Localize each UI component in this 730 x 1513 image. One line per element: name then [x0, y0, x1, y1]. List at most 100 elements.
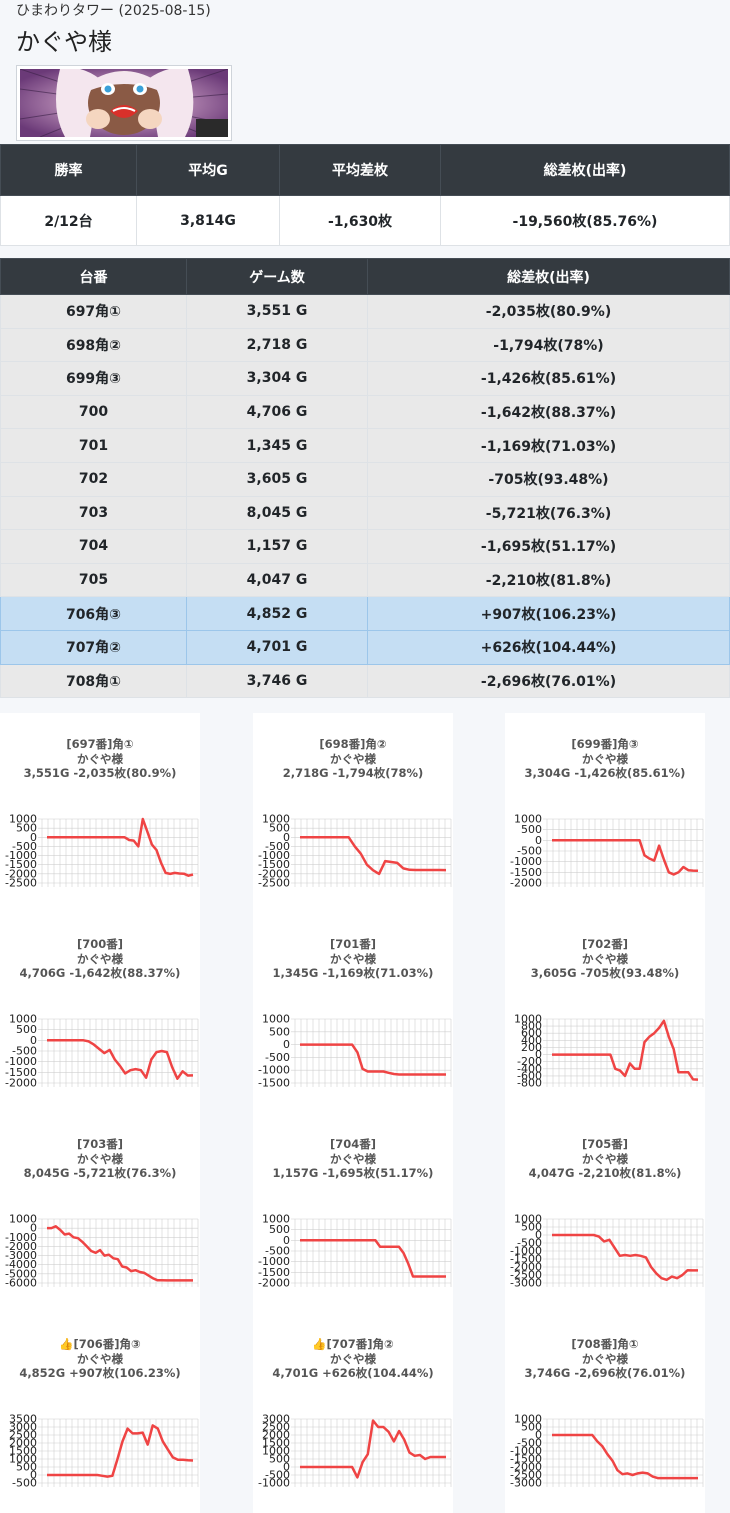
y-tick-label: -3000	[510, 1477, 542, 1490]
y-tick-label: 0	[30, 1222, 37, 1235]
y-tick-label: 800	[521, 1020, 542, 1033]
y-tick-label: 1000	[9, 1453, 37, 1466]
y-tick-label: 0	[283, 1038, 290, 1051]
table-row[interactable]: 704 1,157 G -1,695枚(51.17%)	[0, 529, 730, 564]
y-tick-label: -200	[517, 1055, 542, 1068]
table-row[interactable]: 705 4,047 G -2,210枚(81.8%)	[0, 562, 730, 598]
y-tick-label: -2500	[510, 1269, 542, 1282]
y-tick-label: -1500	[258, 858, 290, 871]
chart-title-line: 4,047G -2,210枚(81.8%)	[528, 1166, 682, 1180]
y-tick-label: 2000	[262, 1429, 290, 1442]
y-tick-label: 1000	[262, 1445, 290, 1458]
chart-title-line: [703番]	[76, 1137, 124, 1151]
machine-number: 697角①	[0, 294, 187, 329]
y-tick-label: -500	[517, 1237, 542, 1250]
y-tick-label: 3000	[9, 1421, 37, 1434]
y-tick-label: 1000	[9, 1213, 37, 1226]
y-tick-label: -1500	[510, 1253, 542, 1266]
y-tick-label: 500	[16, 1461, 37, 1474]
chart-title-line: かぐや様	[77, 951, 123, 966]
chart-title-line: [705番]	[581, 1137, 629, 1151]
y-tick-label: -2500	[258, 877, 290, 890]
machine-chart-card[interactable]: [708番]角① かぐや様 3,746G -2,696枚(76.01%) 1000 50…	[505, 1313, 705, 1513]
table-row[interactable]: 697角① 3,551 G -2,035枚(80.9%)	[0, 294, 730, 329]
y-tick-label: -5000	[5, 1267, 37, 1280]
table-row[interactable]: 702 3,605 G -705枚(93.48%)	[0, 461, 730, 497]
y-tick-label: -3000	[510, 1277, 542, 1290]
y-tick-label: 1500	[262, 1437, 290, 1450]
machine-diff: -1,169枚(71.03%)	[367, 428, 730, 463]
diff-series-line	[552, 839, 699, 876]
header-avg-diff: 平均差枚	[279, 144, 441, 196]
y-tick-label: -1500	[510, 1453, 542, 1466]
table-row[interactable]: 699角③ 3,304 G -1,426枚(85.61%)	[0, 361, 730, 396]
y-tick-label: -4000	[5, 1258, 37, 1271]
store-date: ひまわりタワー (2025-08-15)	[16, 3, 211, 19]
table-row[interactable]: 700 4,706 G -1,642枚(88.37%)	[0, 394, 730, 430]
machine-chart-card[interactable]: [701番] かぐや様 1,345G -1,169枚(71.03%) 1000 500 0…	[253, 913, 453, 1113]
machine-diff: -2,696枚(76.01%)	[367, 663, 730, 699]
chart-title-line: [697番]角①	[66, 737, 134, 751]
y-tick-label: 3000	[262, 1413, 290, 1426]
y-tick-label: -2000	[510, 877, 542, 890]
y-tick-label: 1000	[262, 813, 290, 826]
machine-chart-card[interactable]: [700番] かぐや様 4,706G -1,642枚(88.37%) 1000 500 0…	[0, 913, 200, 1113]
machine-number: 702	[0, 461, 187, 497]
table-row[interactable]: 707角② 4,701 G +626枚(104.44%)	[0, 629, 730, 665]
machine-diff: -1,642枚(88.37%)	[367, 394, 730, 430]
y-tick-label: -2000	[510, 1261, 542, 1274]
y-tick-label: 500	[521, 1221, 542, 1234]
diff-series-line	[300, 1043, 446, 1076]
y-tick-label: 500	[269, 822, 290, 835]
machine-chart-card[interactable]: [705番] かぐや様 4,047G -2,210枚(81.8%) 1000 500 0-…	[505, 1113, 705, 1313]
table-row[interactable]: 701 1,345 G -1,169枚(71.03%)	[0, 428, 730, 463]
machine-number: 703	[0, 495, 187, 531]
y-tick-label: 0	[283, 1461, 290, 1474]
y-tick-label: -500	[517, 845, 542, 858]
table-row[interactable]: 706角③ 4,852 G +907枚(106.23%)	[0, 596, 730, 631]
game-count: 4,706 G	[186, 394, 368, 430]
machine-diff: +626枚(104.44%)	[367, 629, 730, 665]
machine-chart-card[interactable]: [703番] かぐや様 8,045G -5,721枚(76.3%) 1000 0 -100…	[0, 1113, 200, 1313]
machine-chart-card[interactable]: [697番]角① かぐや様 3,551G -2,035枚(80.9%) 1000 500…	[0, 713, 200, 913]
chart-title-line: 👍[706番]角③	[59, 1337, 141, 1351]
y-tick-label: -400	[517, 1062, 542, 1075]
avg-diff-value: -1,630枚	[279, 195, 441, 246]
chart-title-line: 1,345G -1,169枚(71.03%)	[272, 966, 434, 980]
y-tick-label: 500	[269, 1025, 290, 1038]
table-row[interactable]: 708角① 3,746 G -2,696枚(76.01%)	[0, 663, 730, 699]
diff-series-line	[47, 1039, 194, 1080]
chart-title-line: かぐや様	[77, 1151, 123, 1166]
machine-chart-card[interactable]: [702番] かぐや様 3,605G -705枚(93.48%) 1000 800 600…	[505, 913, 705, 1113]
game-count: 3,551 G	[186, 294, 368, 329]
chart-title: 👍[706番]角③ かぐや様 4,852G +907枚(106.23%)	[0, 1337, 200, 1381]
y-tick-label: -2000	[258, 1277, 290, 1290]
y-tick-label: -800	[517, 1077, 542, 1090]
game-count: 4,852 G	[186, 596, 368, 631]
chart-title-line: [702番]	[581, 937, 629, 951]
machine-number: 698角②	[0, 327, 187, 363]
y-tick-label: 1000	[514, 1413, 542, 1426]
table-row[interactable]: 698角② 2,718 G -1,794枚(78%)	[0, 327, 730, 363]
machine-chart-card[interactable]: 👍[706番]角③ かぐや様 4,852G +907枚(106.23%) 3500 30…	[0, 1313, 200, 1513]
table-row[interactable]: 703 8,045 G -5,721枚(76.3%)	[0, 495, 730, 531]
machine-chart-card[interactable]: 👍[707番]角② かぐや様 4,701G +626枚(104.44%) 3000 25…	[253, 1313, 453, 1513]
machine-chart-card[interactable]: [704番] かぐや様 1,157G -1,695枚(51.17%) 1000 500 0…	[253, 1113, 453, 1313]
y-tick-label: -1000	[258, 1255, 290, 1268]
machine-chart-card[interactable]: [699番]角③ かぐや様 3,304G -1,426枚(85.61%) 1000 50…	[505, 713, 705, 913]
chart-title-line: 4,706G -1,642枚(88.37%)	[19, 966, 181, 980]
y-tick-label: 0	[30, 1469, 37, 1482]
game-count: 3,605 G	[186, 461, 368, 497]
chart-title: [702番] かぐや様 3,605G -705枚(93.48%)	[505, 937, 705, 981]
machine-chart-card[interactable]: [698番]角② かぐや様 2,718G -1,794枚(78%) 1000 500 0-…	[253, 713, 453, 913]
y-tick-label: -1500	[258, 1077, 290, 1090]
chart-title-line: [700番]	[76, 937, 124, 951]
y-tick-label: -2000	[258, 867, 290, 880]
chart-title-line: 4,701G +626枚(104.44%)	[272, 1366, 434, 1380]
